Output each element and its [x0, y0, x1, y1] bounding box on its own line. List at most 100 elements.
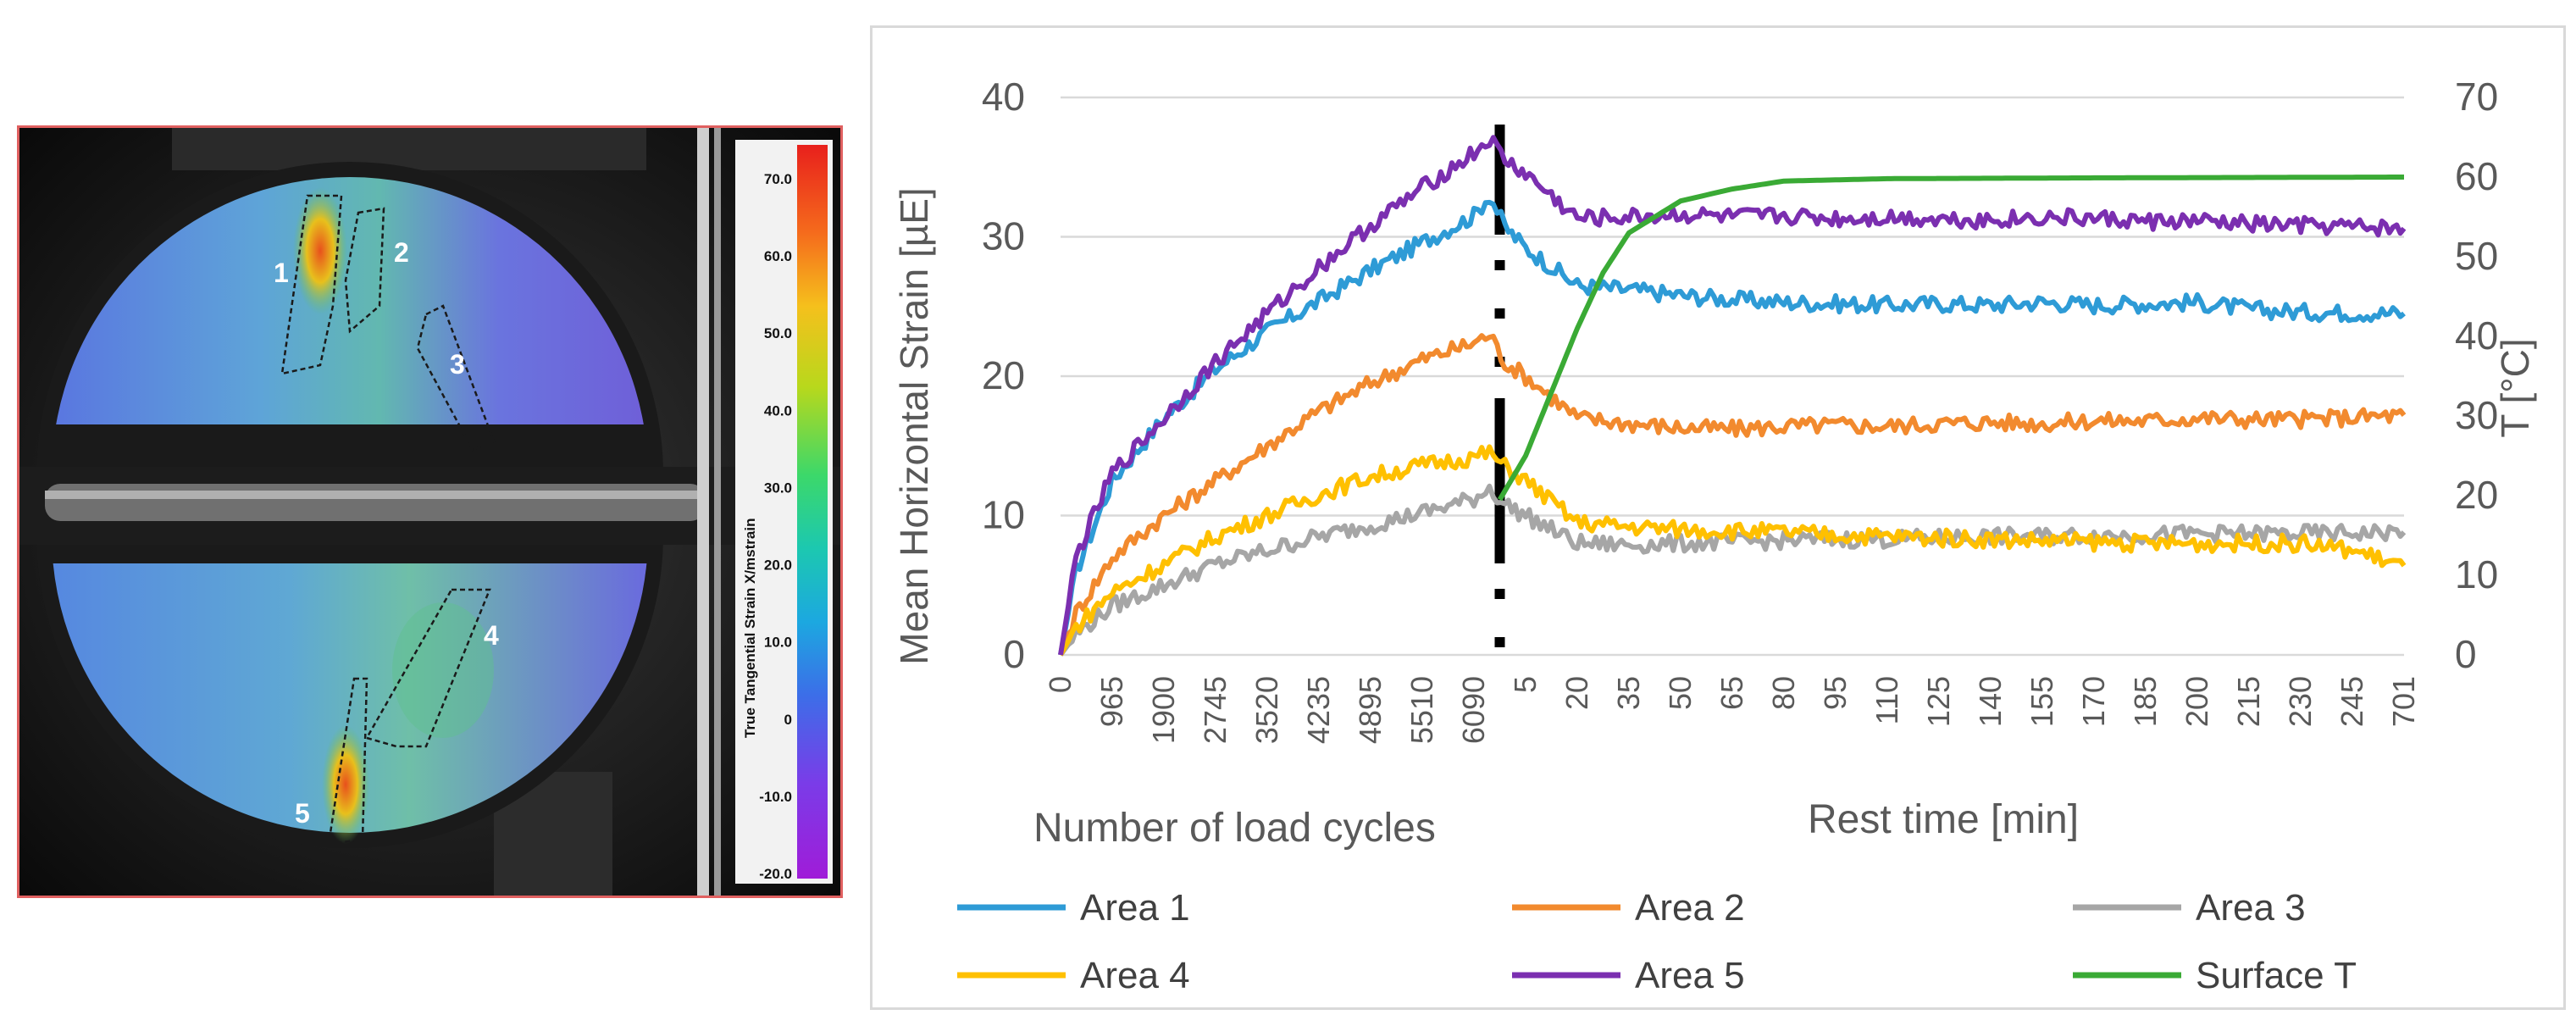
outline-area-3	[416, 304, 496, 452]
series-line-area-1	[1058, 199, 2406, 656]
x-tick-label: 4895	[1353, 676, 1388, 744]
legend-label-area-3: Area 3	[2196, 887, 2306, 929]
colorbar-tick-label: 30.0	[764, 480, 792, 496]
y2-tick-label: 60	[2455, 154, 2498, 198]
y-axis-ticks: 0 10 20 30 40	[982, 75, 1025, 676]
x-tick-label: 80	[1766, 676, 1801, 710]
legend-label-area-1: Area 1	[1080, 887, 1190, 929]
outline-area-1	[280, 194, 343, 375]
load-rod-highlight	[45, 491, 706, 499]
specimen-bottom-strain-field	[52, 545, 648, 833]
x-tick-label: 50	[1663, 676, 1698, 710]
specimen-strain-image: 1 2 3 4 5 True Tangential Strain X/mstra…	[17, 125, 843, 898]
colorbar	[797, 145, 828, 879]
x-tick-label: 0	[1043, 676, 1077, 693]
x-tick-label: 2745	[1198, 676, 1233, 744]
colorbar-tick-label: 60.0	[764, 248, 792, 264]
hot-spot-area-5	[322, 725, 369, 844]
specimen-bottom-edge	[52, 545, 648, 563]
y-tick-label: 20	[982, 353, 1025, 397]
green-zone	[392, 602, 494, 738]
x-tick-label: 3520	[1249, 676, 1284, 744]
colorbar-tick-label: 20.0	[764, 557, 792, 574]
y-tick-label: 30	[982, 214, 1025, 258]
colorbar-tick-label: 0	[784, 712, 792, 728]
x-tick-label: 65	[1715, 676, 1749, 710]
y2-tick-label: 20	[2455, 473, 2498, 517]
x-tick-label: 155	[2025, 676, 2059, 727]
colorbar-tick-label: 10.0	[764, 635, 792, 651]
x-tick-label: 965	[1094, 676, 1129, 727]
x-tick-label: 110	[1870, 676, 1904, 724]
x-tick-label: 20	[1559, 676, 1594, 710]
area-label-1: 1	[274, 258, 289, 288]
y-tick-label: 0	[1003, 632, 1025, 676]
colorbar-ticks: 70.0 60.0 50.0 40.0 30.0 20.0 10.0 0 -10.0 -20.0	[759, 171, 792, 882]
x-tick-label: 1900	[1146, 676, 1181, 744]
x-axis-label-cycles: Number of load cycles	[1033, 806, 1436, 851]
outline-area-4	[365, 588, 491, 748]
x-tick-label: 125	[1921, 676, 1956, 727]
y2-tick-label: 0	[2455, 632, 2477, 676]
load-rod	[45, 484, 706, 521]
hot-spot-area-1	[293, 187, 347, 314]
x-tick-label: 140	[1973, 676, 2008, 727]
x-tick-label: 701	[2386, 676, 2421, 727]
series-line-area-4	[1058, 444, 2407, 657]
strain-chart: 0 10 20 30 40 0 10 20 30 40 50 60 70 0 965 1900 2745 35…	[892, 75, 2537, 996]
x-tick-label: 185	[2128, 676, 2163, 727]
x-tick-label: 5510	[1404, 676, 1439, 744]
specimen-top-edge	[52, 424, 648, 467]
x-tick-label: 215	[2231, 676, 2266, 727]
area-label-4: 4	[484, 620, 499, 651]
y2-tick-label: 50	[2455, 234, 2498, 278]
series-line-area-3	[1058, 483, 2407, 657]
y-axis-label: Mean Horizontal Strain [µE]	[892, 187, 936, 664]
y-tick-label: 10	[982, 493, 1025, 537]
x-tick-label: 230	[2283, 676, 2318, 727]
gridlines	[1061, 96, 2404, 657]
colorbar-tick-label: 70.0	[764, 171, 792, 187]
y2-tick-label: 10	[2455, 552, 2498, 596]
legend-label-area-2: Area 2	[1635, 887, 1745, 929]
colorbar-label: True Tangential Strain X/mstrain	[742, 519, 758, 738]
load-frame-top	[172, 128, 646, 170]
x-tick-label: 200	[2180, 676, 2214, 727]
outline-area-2	[344, 207, 385, 334]
colorbar-tick-label: -10.0	[759, 789, 792, 805]
x-tick-label: 6090	[1456, 676, 1491, 744]
legend-label-area-5: Area 5	[1635, 955, 1745, 996]
colorbar-tick-label: -20.0	[759, 866, 792, 882]
series-line-area-2	[1058, 333, 2407, 657]
legend-label-area-4: Area 4	[1080, 955, 1190, 996]
x-tick-label: 245	[2335, 676, 2369, 727]
y2-tick-label: 40	[2455, 313, 2498, 358]
x-axis-label-rest: Rest time [min]	[1808, 797, 2079, 842]
area-label-2: 2	[394, 237, 409, 268]
area-label-3: 3	[450, 349, 465, 380]
legend-label-surface-t: Surface T	[2196, 955, 2357, 996]
colorbar-tick-label: 40.0	[764, 402, 792, 419]
x-tick-label: 5	[1508, 676, 1543, 693]
y2-axis-ticks: 0 10 20 30 40 50 60 70	[2455, 75, 2498, 676]
y2-axis-label: T [°C]	[2493, 338, 2537, 437]
y2-tick-label: 30	[2455, 393, 2498, 437]
y-tick-label: 40	[982, 75, 1025, 119]
specimen-image-svg: 1 2 3 4 5 True Tangential Strain X/mstra…	[19, 128, 840, 896]
series-line-surface-t	[1497, 175, 2404, 502]
scale-bar-b	[714, 128, 721, 896]
x-tick-label: 35	[1611, 676, 1646, 710]
outline-area-5	[327, 677, 368, 846]
legend: Area 1 Area 2 Area 3 Area 4 Area 5 Surface T	[957, 887, 2357, 996]
x-tick-label: 4235	[1301, 676, 1336, 744]
chart-frame: 0 10 20 30 40 0 10 20 30 40 50 60 70 0 965 1900 2745 35…	[870, 25, 2566, 1010]
x-tick-label: 95	[1818, 676, 1853, 710]
series-line-area-5	[1058, 135, 2407, 656]
colorbar-tick-label: 50.0	[764, 325, 792, 341]
y2-tick-label: 70	[2455, 75, 2498, 119]
x-axis-ticks: 0 965 1900 2745 3520 4235 4895 5510 6090 5 20 35 50 6…	[1043, 676, 2421, 744]
area-label-5: 5	[295, 798, 310, 829]
x-tick-label: 170	[2076, 676, 2111, 727]
scale-bar-a	[697, 128, 709, 896]
series-lines	[1058, 125, 2407, 657]
